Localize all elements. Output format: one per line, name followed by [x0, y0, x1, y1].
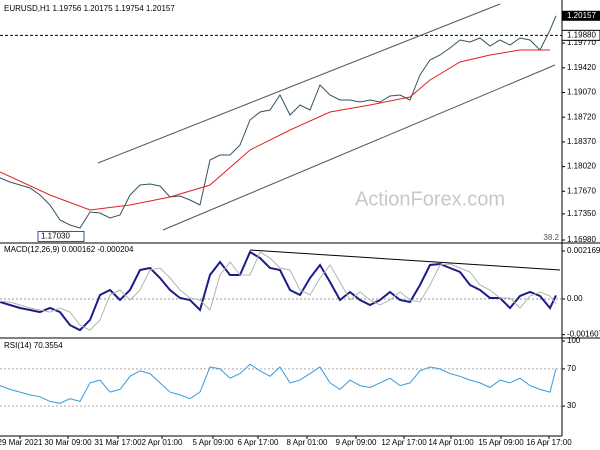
panel-title: EURUSD,H1 1.19756 1.20175 1.19754 1.2015…: [4, 4, 175, 13]
x-tick-label: 9 Apr 09:00: [336, 438, 377, 447]
series-line: [0, 251, 557, 331]
watermark: ActionForex.com: [355, 188, 505, 210]
x-tick-label: 16 Apr 17:00: [526, 438, 572, 447]
x-tick-label: 6 Apr 17:00: [238, 438, 279, 447]
x-tick-label: 30 Mar 09:00: [44, 438, 92, 447]
y-tick-label: -0.001607: [567, 330, 600, 339]
series-line: [0, 15, 557, 229]
y-tick-label: 70: [567, 364, 576, 373]
channel-line: [162, 64, 556, 231]
y-tick-label: 100: [567, 336, 581, 345]
x-tick-label: 5 Apr 09:00: [193, 438, 234, 447]
y-tick-label: 1.19420: [567, 63, 596, 72]
y-tick-label: 1.16980: [567, 235, 596, 244]
y-tick-label: 1.18370: [567, 137, 596, 146]
panel-title: RSI(14) 70.3554: [4, 341, 63, 350]
x-tick-label: 14 Apr 01:00: [428, 438, 474, 447]
y-tick-label: 0.002169: [567, 246, 600, 255]
low-label-box: [37, 230, 85, 242]
trend-line: [249, 249, 561, 271]
fib-label: 38.2: [543, 233, 559, 242]
x-tick-label: 31 Mar 17:00: [94, 438, 142, 447]
series-line: [0, 49, 550, 211]
y-tick-label: 0.00: [567, 294, 583, 303]
series-line: [0, 363, 557, 404]
x-tick-label: 15 Apr 09:00: [478, 438, 524, 447]
y-tick-label: 1.19070: [567, 88, 596, 97]
channel-line: [97, 3, 501, 164]
last-price-label: 1.20157: [567, 11, 596, 20]
last-price-box: [562, 10, 600, 21]
y-tick-label: 1.18720: [567, 112, 596, 121]
price-level-label: 1.19880: [567, 30, 596, 39]
y-tick-label: 1.17350: [567, 209, 596, 218]
x-tick-label: 29 Mar 2021: [0, 438, 43, 447]
x-tick-label: 2 Apr 01:00: [142, 438, 183, 447]
low-label: 1.17030: [41, 232, 70, 241]
panel-title: MACD(12,26,9) 0.000162 -0.000204: [4, 245, 134, 254]
price-level-box: [561, 29, 600, 41]
y-tick-label: 1.19770: [567, 38, 596, 47]
y-tick-label: 1.17670: [567, 186, 596, 195]
series-line: [0, 250, 557, 332]
x-tick-label: 8 Apr 01:00: [287, 438, 328, 447]
y-tick-label: 30: [567, 401, 576, 410]
y-tick-label: 1.18020: [567, 162, 596, 171]
x-tick-label: 12 Apr 17:00: [381, 438, 427, 447]
